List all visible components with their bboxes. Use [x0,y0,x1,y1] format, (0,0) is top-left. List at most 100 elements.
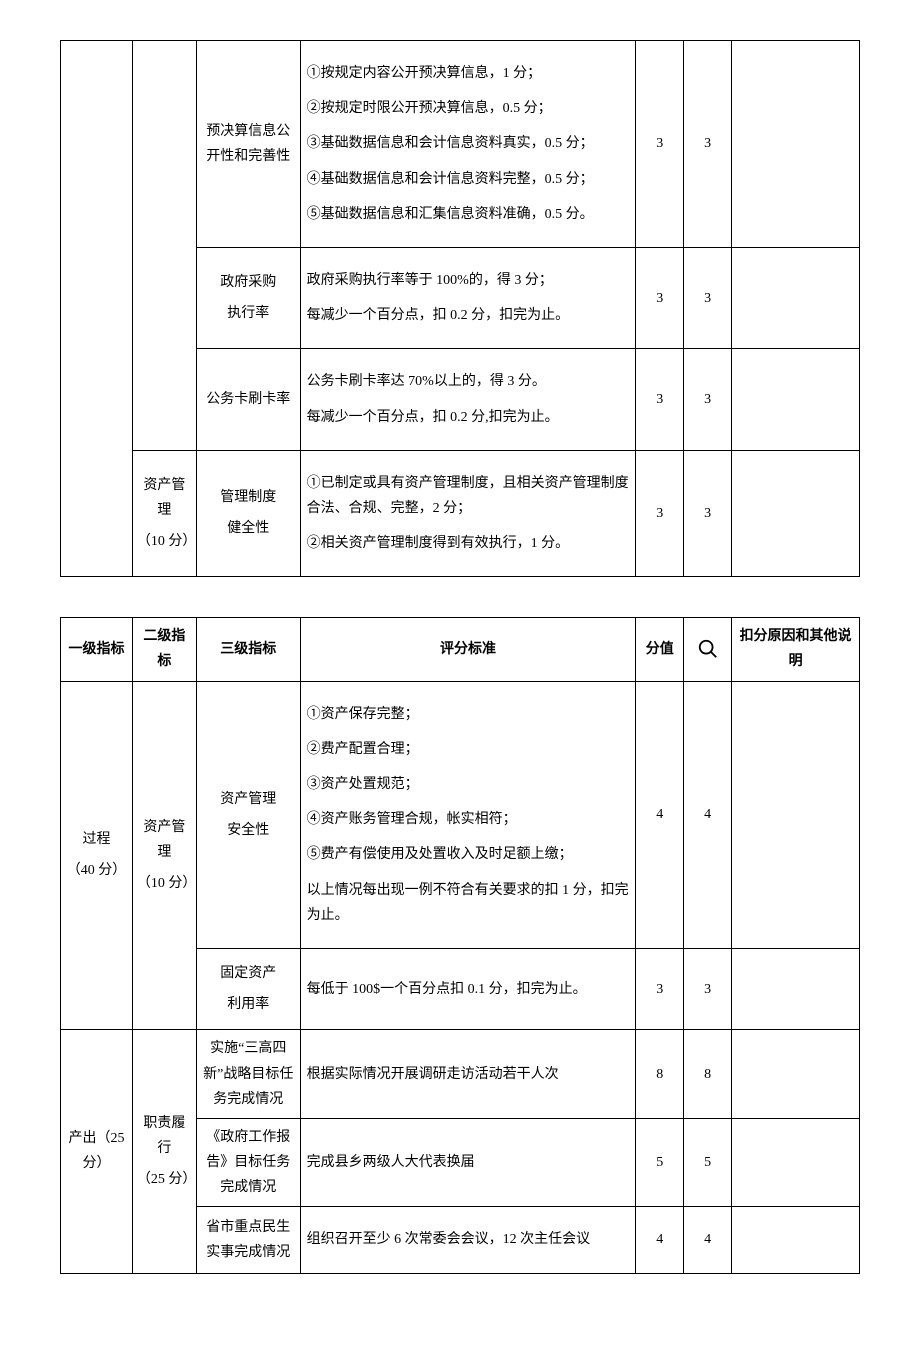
hdr-lvl2: 二级指标 [132,618,196,681]
criteria-cell: 完成县乡两级人大代表换届 [300,1118,636,1207]
lvl2-line: 资产管理 [137,815,192,865]
table-row: 资产管理 （10 分） 管理制度 健全性 ①已制定或具有资产管理制度，且相关资产… [61,450,860,577]
hdr-reason: 扣分原因和其他说明 [732,618,860,681]
lvl2-line: （10 分） [137,871,192,896]
criteria-line: ①资产保存完整； [307,702,630,727]
criteria-line: ①按规定内容公开预决算信息，1 分； [307,61,630,86]
self-score-cell: 5 [684,1118,732,1207]
score-cell: 5 [636,1118,684,1207]
criteria-line: 组织召开至少 6 次常委会会议，12 次主任会议 [307,1227,630,1252]
hdr-score: 分值 [636,618,684,681]
lvl1-line: 过程 [65,827,128,852]
lvl3-line: 政府采购 [201,270,296,295]
lvl2-line: 职责履行 [137,1111,192,1161]
hdr-criteria: 评分标准 [300,618,636,681]
self-score-cell: 3 [684,247,732,348]
criteria-cell: 政府采购执行率等于 100%的，得 3 分； 每减少一个百分点，扣 0.2 分，… [300,247,636,348]
score-cell: 3 [636,948,684,1029]
lvl3-line: 安全性 [201,818,296,843]
eval-table-2: 一级指标 二级指标 三级指标 评分标准 分值 扣分原因和其他说明 过程 （40 … [60,617,860,1273]
lvl3-line: 执行率 [201,301,296,326]
lvl1-cell: 产出（25 分） [61,1030,133,1273]
lvl1-cell: 过程 （40 分） [61,681,133,1030]
criteria-cell: 每低于 100$一个百分点扣 0.1 分，扣完为止。 [300,948,636,1029]
lvl3-cell: 固定资产 利用率 [196,948,300,1029]
reason-cell [732,247,860,348]
lvl2-line: 资产管理 [137,473,192,523]
criteria-line: 每减少一个百分点，扣 0.2 分，扣完为止。 [307,303,630,328]
lvl3-cell: 预决算信息公开性和完善性 [196,41,300,248]
criteria-line: 政府采购执行率等于 100%的，得 3 分； [307,268,630,293]
self-score-cell: 3 [684,41,732,248]
criteria-line: 公务卡刷卡率达 70%以上的，得 3 分。 [307,369,630,394]
criteria-line: ④基础数据信息和会计信息资料完整，0.5 分； [307,167,630,192]
lvl3-line: 利用率 [201,992,296,1017]
lvl1-cell [61,41,133,577]
hdr-lvl3: 三级指标 [196,618,300,681]
criteria-cell: 公务卡刷卡率达 70%以上的，得 3 分。 每减少一个百分点，扣 0.2 分,扣… [300,349,636,450]
criteria-line: ②相关资产管理制度得到有效执行，1 分。 [307,531,630,556]
criteria-cell: ①已制定或具有资产管理制度，且相关资产管理制度合法、合规、完整，2 分； ②相关… [300,450,636,577]
reason-cell [732,1118,860,1207]
table-row: 预决算信息公开性和完善性 ①按规定内容公开预决算信息，1 分； ②按规定时限公开… [61,41,860,248]
lvl1-line: （40 分） [65,858,128,883]
lvl3-cell: 资产管理 安全性 [196,681,300,948]
criteria-line: 完成县乡两级人大代表换届 [307,1150,630,1175]
lvl3-cell: 政府采购 执行率 [196,247,300,348]
reason-cell [732,349,860,450]
self-score-cell: 3 [684,349,732,450]
lvl2-cell [132,41,196,451]
magnifier-icon [688,638,727,660]
lvl3-line: 资产管理 [201,787,296,812]
lvl3-cell: 《政府工作报告》目标任务完成情况 [196,1118,300,1207]
score-cell: 4 [636,681,684,948]
lvl3-cell: 管理制度 健全性 [196,450,300,577]
reason-cell [732,948,860,1029]
criteria-line: ③资产处置规范； [307,772,630,797]
lvl2-line: （10 分） [137,529,192,554]
lvl3-line: 管理制度 [201,485,296,510]
hdr-lvl1: 一级指标 [61,618,133,681]
score-cell: 3 [636,349,684,450]
lvl3-cell: 省市重点民生实事完成情况 [196,1207,300,1273]
lvl2-cell: 职责履行 （25 分） [132,1030,196,1273]
score-cell: 3 [636,450,684,577]
hdr-self-score [684,618,732,681]
criteria-line: 每减少一个百分点，扣 0.2 分,扣完为止。 [307,405,630,430]
reason-cell [732,1207,860,1273]
criteria-line: 根据实际情况开展调研走访活动若干人次 [307,1062,630,1087]
lvl3-line: 健全性 [201,516,296,541]
reason-cell [732,450,860,577]
lvl2-cell: 资产管理 （10 分） [132,681,196,1030]
score-cell: 3 [636,41,684,248]
criteria-line: 每低于 100$一个百分点扣 0.1 分，扣完为止。 [307,977,630,1002]
criteria-line: ④资产账务管理合规，帐实相符； [307,807,630,832]
criteria-cell: 组织召开至少 6 次常委会会议，12 次主任会议 [300,1207,636,1273]
reason-cell [732,1030,860,1119]
criteria-cell: ①按规定内容公开预决算信息，1 分； ②按规定时限公开预决算信息，0.5 分； … [300,41,636,248]
score-cell: 4 [636,1207,684,1273]
criteria-cell: ①资产保存完整； ②费产配置合理； ③资产处置规范； ④资产账务管理合规，帐实相… [300,681,636,948]
self-score-cell: 8 [684,1030,732,1119]
criteria-line: ①已制定或具有资产管理制度，且相关资产管理制度合法、合规、完整，2 分； [307,471,630,521]
criteria-cell: 根据实际情况开展调研走访活动若干人次 [300,1030,636,1119]
eval-table-1: 预决算信息公开性和完善性 ①按规定内容公开预决算信息，1 分； ②按规定时限公开… [60,40,860,577]
self-score-cell: 4 [684,681,732,948]
header-row: 一级指标 二级指标 三级指标 评分标准 分值 扣分原因和其他说明 [61,618,860,681]
score-cell: 8 [636,1030,684,1119]
table-row: 过程 （40 分） 资产管理 （10 分） 资产管理 安全性 ①资产保存完整； … [61,681,860,948]
criteria-line: ③基础数据信息和会计信息资料真实，0.5 分； [307,131,630,156]
lvl3-line: 固定资产 [201,961,296,986]
self-score-cell: 3 [684,450,732,577]
lvl2-line: （25 分） [137,1167,192,1192]
criteria-line: ⑤费产有偿使用及处置收入及时足额上缴； [307,842,630,867]
self-score-cell: 3 [684,948,732,1029]
criteria-line: ⑤基础数据信息和汇集信息资料准确，0.5 分。 [307,202,630,227]
reason-cell [732,681,860,948]
criteria-line: ②费产配置合理； [307,737,630,762]
table-row: 产出（25 分） 职责履行 （25 分） 实施“三高四新”战略目标任务完成情况 … [61,1030,860,1119]
self-score-cell: 4 [684,1207,732,1273]
criteria-line: 以上情况每出现一例不符合有关要求的扣 1 分，扣完为止。 [307,878,630,928]
lvl2-cell: 资产管理 （10 分） [132,450,196,577]
lvl3-cell: 公务卡刷卡率 [196,349,300,450]
